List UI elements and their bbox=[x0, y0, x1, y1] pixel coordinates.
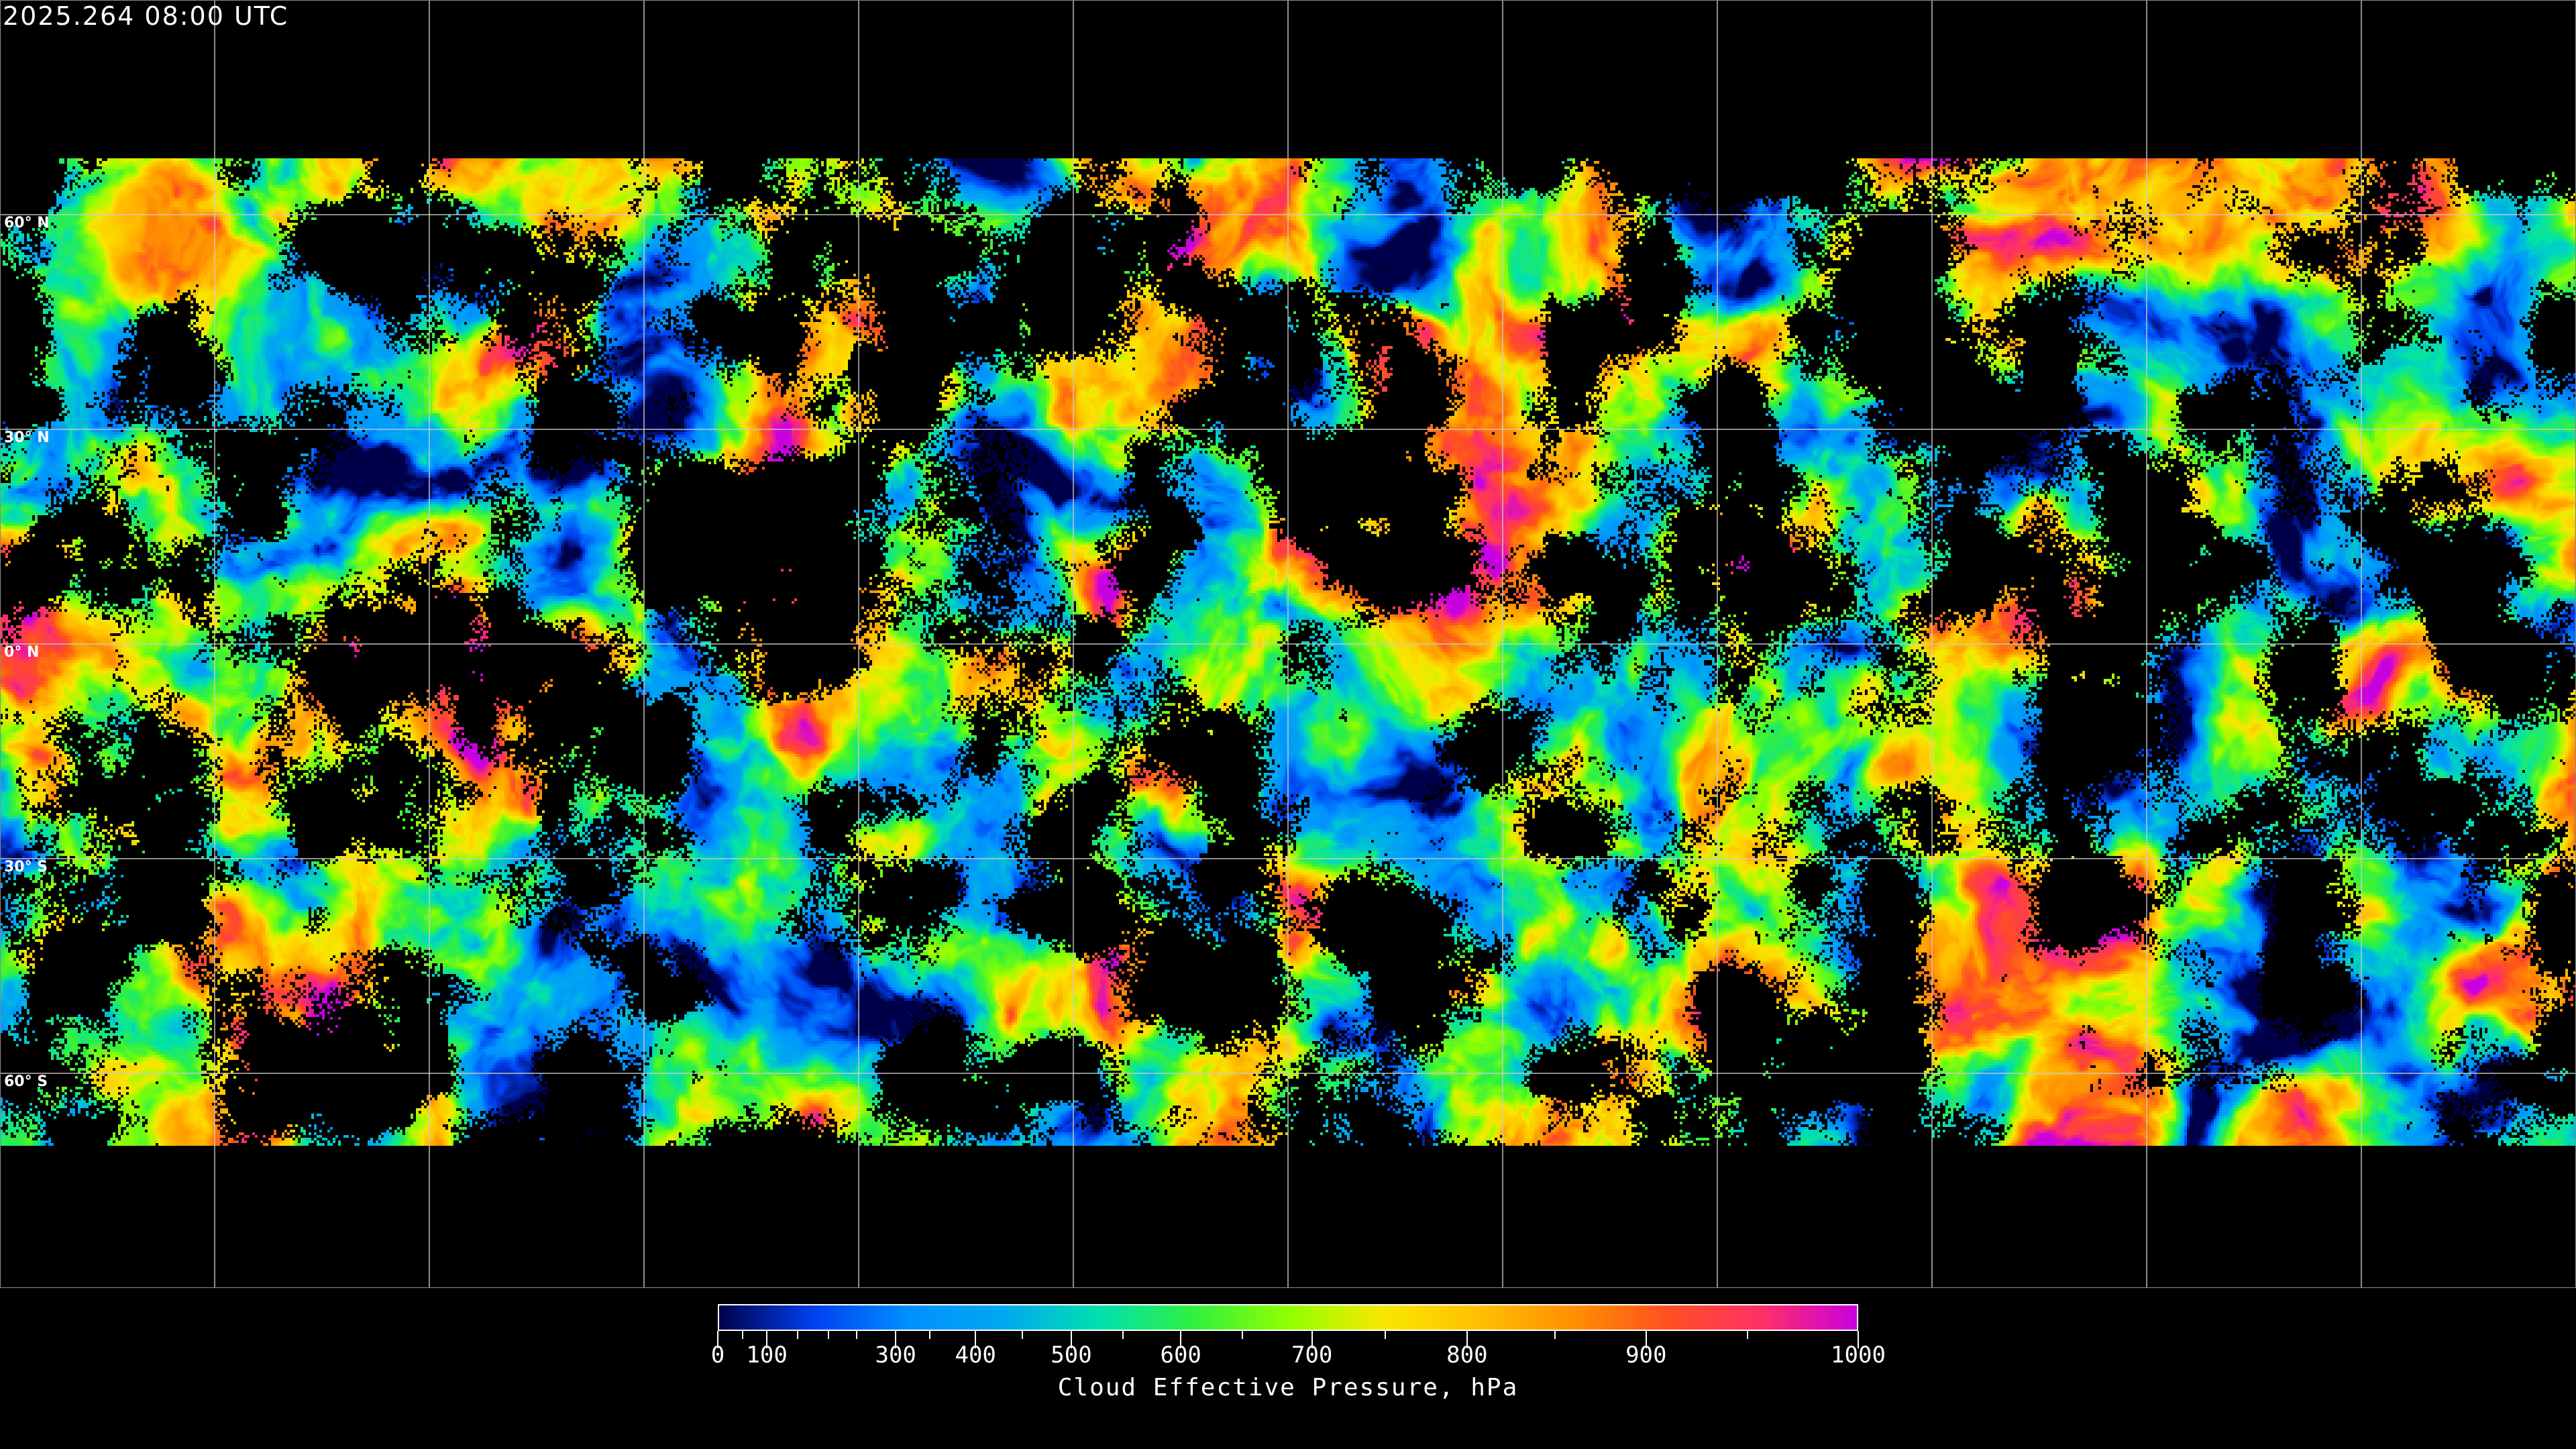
colorbar-minor-tick bbox=[1021, 1331, 1023, 1339]
colorbar-minor-tick bbox=[797, 1331, 798, 1339]
colorbar-major-tick bbox=[1466, 1331, 1468, 1348]
colorbar-minor-tick bbox=[1242, 1331, 1243, 1339]
colorbar-minor-tick bbox=[856, 1331, 858, 1339]
colorbar-tick-label: 100 bbox=[746, 1342, 788, 1368]
colorbar-minor-tick bbox=[742, 1331, 744, 1339]
lat-label-30n: 30° N bbox=[4, 429, 50, 446]
colorbar-tick-label: 1000 bbox=[1831, 1342, 1886, 1368]
colorbar-tick-label: 800 bbox=[1446, 1342, 1488, 1368]
colorbar bbox=[718, 1304, 1858, 1331]
colorbar-tick-label: 400 bbox=[955, 1342, 996, 1368]
colorbar-title: Cloud Effective Pressure, hPa bbox=[1057, 1374, 1519, 1401]
lat-label-0n: 0° N bbox=[4, 644, 40, 661]
colorbar-tick-label: 600 bbox=[1160, 1342, 1201, 1368]
colorbar-tick-label: 500 bbox=[1051, 1342, 1092, 1368]
colorbar-major-tick bbox=[1071, 1331, 1072, 1348]
colorbar-major-tick bbox=[1180, 1331, 1182, 1348]
colorbar-major-tick bbox=[1645, 1331, 1647, 1348]
colorbar-major-tick bbox=[766, 1331, 768, 1348]
timestamp-title: 2025.264 08:00 UTC bbox=[3, 1, 289, 31]
colorbar-major-tick bbox=[717, 1331, 718, 1348]
lat-label-30s: 30° S bbox=[4, 859, 48, 875]
colorbar-tick-label: 700 bbox=[1291, 1342, 1333, 1368]
colorbar-minor-tick bbox=[1747, 1331, 1749, 1339]
lat-label-60s: 60° S bbox=[4, 1073, 48, 1090]
colorbar-minor-tick bbox=[1554, 1331, 1556, 1339]
colorbar-major-tick bbox=[895, 1331, 897, 1348]
lat-label-60n: 60° N bbox=[4, 215, 50, 231]
colorbar-minor-tick bbox=[827, 1331, 829, 1339]
graticule bbox=[0, 0, 2576, 1288]
colorbar-minor-tick bbox=[1122, 1331, 1124, 1339]
colorbar-tick-label: 900 bbox=[1625, 1342, 1667, 1368]
colorbar-major-tick bbox=[975, 1331, 977, 1348]
colorbar-ticks bbox=[717, 1331, 1859, 1348]
colorbar-tick-label: 300 bbox=[875, 1342, 916, 1368]
colorbar-major-tick bbox=[1311, 1331, 1313, 1348]
colorbar-tick-label: 0 bbox=[710, 1342, 725, 1368]
colorbar-minor-tick bbox=[1384, 1331, 1386, 1339]
colorbar-major-tick bbox=[1858, 1331, 1859, 1348]
colorbar-minor-tick bbox=[929, 1331, 931, 1339]
